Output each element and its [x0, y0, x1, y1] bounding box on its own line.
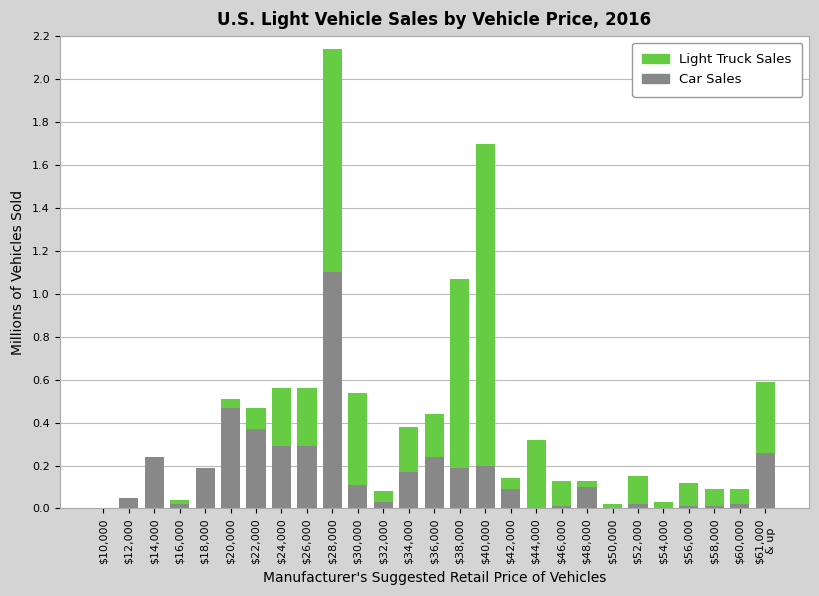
Bar: [500, 479, 519, 489]
Bar: [475, 465, 494, 508]
Bar: [450, 279, 468, 468]
Bar: [272, 388, 291, 446]
Bar: [348, 485, 367, 508]
Bar: [730, 504, 749, 508]
Bar: [577, 487, 596, 508]
Bar: [399, 427, 418, 472]
Bar: [247, 429, 265, 508]
Bar: [297, 446, 316, 508]
Title: U.S. Light Vehicle Sales by Vehicle Price, 2016: U.S. Light Vehicle Sales by Vehicle Pric…: [217, 11, 650, 29]
Bar: [450, 468, 468, 508]
Bar: [297, 388, 316, 446]
Bar: [704, 489, 723, 507]
Bar: [755, 452, 774, 508]
Bar: [500, 489, 519, 508]
Bar: [577, 480, 596, 487]
Bar: [348, 393, 367, 485]
Bar: [602, 504, 622, 508]
Bar: [653, 502, 672, 508]
Bar: [373, 491, 392, 502]
Bar: [627, 504, 647, 508]
Bar: [170, 504, 189, 508]
Bar: [195, 468, 215, 508]
Bar: [678, 483, 698, 507]
Bar: [475, 144, 494, 465]
X-axis label: Manufacturer's Suggested Retail Price of Vehicles: Manufacturer's Suggested Retail Price of…: [262, 571, 605, 585]
Bar: [323, 272, 342, 508]
Bar: [221, 408, 240, 508]
Bar: [373, 502, 392, 508]
Bar: [551, 507, 571, 508]
Bar: [272, 446, 291, 508]
Legend: Light Truck Sales, Car Sales: Light Truck Sales, Car Sales: [631, 43, 801, 97]
Bar: [399, 472, 418, 508]
Bar: [678, 507, 698, 508]
Bar: [323, 49, 342, 272]
Bar: [424, 457, 443, 508]
Bar: [247, 408, 265, 429]
Y-axis label: Millions of Vehicles Sold: Millions of Vehicles Sold: [11, 190, 25, 355]
Bar: [170, 500, 189, 504]
Bar: [424, 414, 443, 457]
Bar: [704, 507, 723, 508]
Bar: [119, 498, 138, 508]
Bar: [221, 399, 240, 408]
Bar: [144, 457, 164, 508]
Bar: [730, 489, 749, 504]
Bar: [755, 382, 774, 452]
Bar: [526, 440, 545, 508]
Bar: [551, 480, 571, 507]
Bar: [627, 476, 647, 504]
